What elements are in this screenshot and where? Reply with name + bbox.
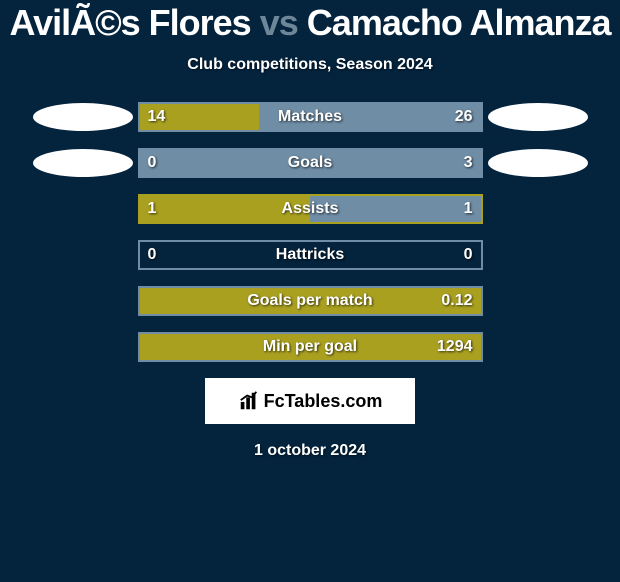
- badge-slot-right: [483, 103, 593, 131]
- stat-value-right: 0.12: [441, 292, 472, 310]
- logo-box: FcTables.com: [205, 378, 415, 424]
- stat-value-left: 0: [148, 246, 157, 264]
- stat-label: Assists: [282, 200, 339, 218]
- vs-separator: vs: [260, 2, 298, 43]
- stat-value-left: 0: [148, 154, 157, 172]
- stat-row: 0 Hattricks 0: [0, 240, 620, 270]
- stat-row: 0 Goals 3: [0, 148, 620, 178]
- stat-label: Matches: [278, 108, 342, 126]
- stat-label: Goals: [288, 154, 332, 172]
- player1-name: AvilÃ©s Flores: [9, 2, 250, 43]
- logo-text: FcTables.com: [264, 391, 383, 412]
- date: 1 october 2024: [0, 442, 620, 460]
- stat-value-right: 1294: [437, 338, 473, 356]
- team-badge-left: [33, 103, 133, 131]
- stat-row: 1 Assists 1: [0, 194, 620, 224]
- stat-value-left: 14: [148, 108, 166, 126]
- stat-bar: Goals per match 0.12: [138, 286, 483, 316]
- chart-icon: [238, 390, 260, 412]
- stat-label: Goals per match: [247, 292, 372, 310]
- stat-value-right: 1: [464, 200, 473, 218]
- badge-slot-right: [483, 149, 593, 177]
- subtitle: Club competitions, Season 2024: [0, 56, 620, 74]
- stat-label: Hattricks: [276, 246, 344, 264]
- stat-row: 14 Matches 26: [0, 102, 620, 132]
- team-badge-right: [488, 149, 588, 177]
- badge-slot-left: [28, 103, 138, 131]
- stat-bar: 1 Assists 1: [138, 194, 483, 224]
- stat-value-left: 1: [148, 200, 157, 218]
- stat-bar: 0 Goals 3: [138, 148, 483, 178]
- logo: FcTables.com: [238, 390, 383, 412]
- stat-value-right: 0: [464, 246, 473, 264]
- stat-value-right: 26: [455, 108, 473, 126]
- team-badge-right: [488, 103, 588, 131]
- stat-label: Min per goal: [263, 338, 357, 356]
- stat-bar: 0 Hattricks 0: [138, 240, 483, 270]
- stat-bar: 14 Matches 26: [138, 102, 483, 132]
- player2-name: Camacho Almanza: [307, 2, 611, 43]
- stat-value-right: 3: [464, 154, 473, 172]
- comparison-title: AvilÃ©s Flores vs Camacho Almanza: [0, 2, 620, 44]
- stat-row: Min per goal 1294: [0, 332, 620, 362]
- team-badge-left: [33, 149, 133, 177]
- stat-row: Goals per match 0.12: [0, 286, 620, 316]
- stats-list: 14 Matches 26 0 Goals 3 1 Assists 1 0 Hattricks 0 Go…: [0, 102, 620, 362]
- badge-slot-left: [28, 149, 138, 177]
- stat-bar: Min per goal 1294: [138, 332, 483, 362]
